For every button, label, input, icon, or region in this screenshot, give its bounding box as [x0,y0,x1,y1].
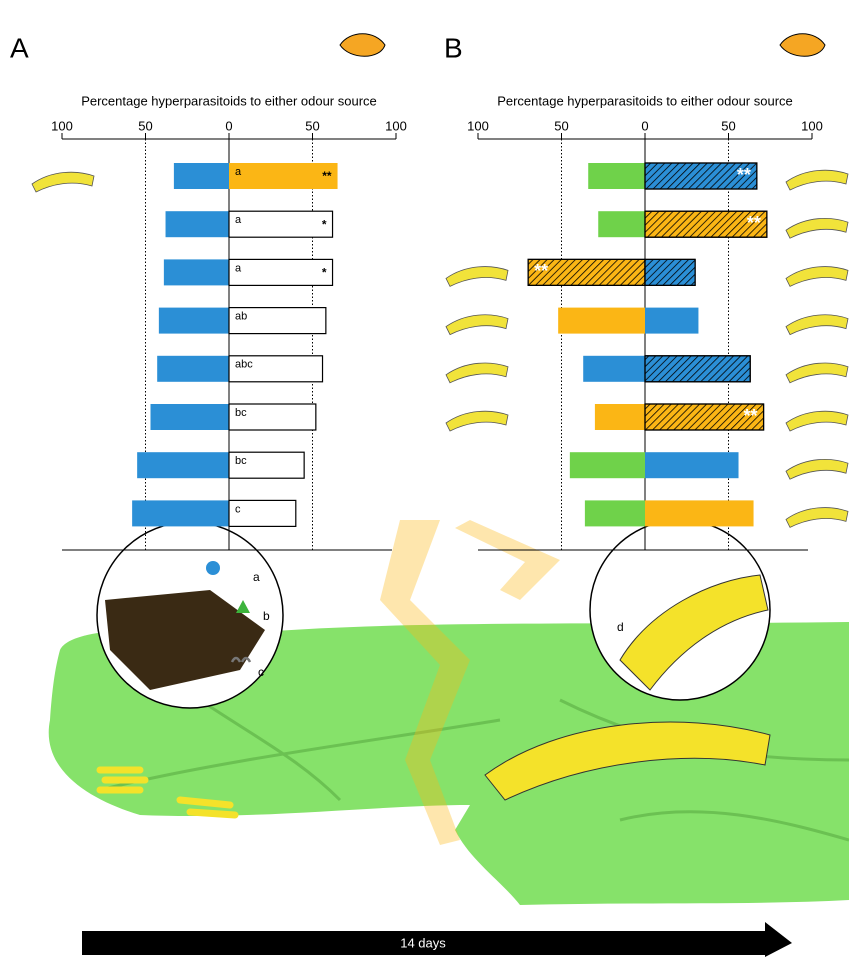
timeline-arrow [82,922,792,957]
bar [598,211,645,238]
label-c: c [258,665,264,679]
bar-hatch [644,403,765,431]
label-d: d [617,620,624,634]
caterpillar-icon [785,459,849,480]
icon-frass [230,656,252,663]
panel-label: B [444,32,463,63]
bar [569,452,645,479]
wasp-icon [339,33,386,57]
wasp-icon [779,33,826,57]
icon-volatile [206,561,220,575]
bar [137,452,229,479]
bar [165,211,229,238]
significance-label: ** [747,213,761,233]
axis-title: Percentage hyperparasitoids to either od… [81,93,377,108]
bar [158,307,229,334]
bar [229,163,338,189]
row-letter: a [235,166,242,178]
bar-hatch [644,258,696,286]
bar-hatch [644,210,768,238]
significance-label: ** [737,165,751,185]
x-tick-label: 50 [305,118,319,133]
x-tick-label: 0 [225,118,232,133]
bar [645,307,699,334]
caterpillar-icon [445,362,509,384]
leaf-vein [99,698,849,842]
caterpillar-icon [785,314,849,336]
cocoons [96,766,239,819]
x-tick-label: 100 [467,118,489,133]
caterpillar-icon [31,171,95,193]
caterpillar-drawing [484,721,771,801]
label-a: a [253,570,260,584]
panel-label: A [10,32,29,63]
bar [583,355,645,382]
row-letter: ab [235,311,247,323]
icon-flask [236,600,250,613]
caterpillar-icon [785,507,849,528]
caterpillar-icon [445,314,509,336]
bar [228,403,317,431]
caterpillar-drawing [619,574,769,691]
row-letter: bc [235,455,247,467]
bar [228,499,297,527]
significance-label: ** [322,169,332,183]
bar [228,451,305,479]
x-tick-label: 100 [385,118,407,133]
axis-title: Percentage hyperparasitoids to either od… [497,93,793,108]
bar-hatch [644,162,758,190]
bar [558,307,645,334]
row-letter: a [235,262,242,274]
x-tick-label: 50 [721,118,735,133]
x-tick-label: 50 [138,118,152,133]
bar [588,163,645,189]
row-letter: c [235,503,241,515]
caterpillar-icon [785,218,849,239]
bar [584,500,645,527]
significance-label: ** [744,406,758,426]
timeline-label: 14 days [400,935,446,950]
bar [645,452,739,479]
bar [163,259,229,286]
bar [228,307,327,335]
significance-label: * [322,266,327,280]
bar [228,355,324,383]
bar-hatch [644,355,751,383]
odour-plume [380,520,560,845]
x-tick-label: 0 [641,118,648,133]
row-letter: abc [235,359,253,371]
caterpillar-icon [445,266,509,287]
row-letter: bc [235,407,247,419]
bar [132,500,229,527]
bar [228,258,334,286]
caterpillar-icon [785,169,849,191]
bar [157,355,229,382]
significance-label: * [322,217,327,231]
significance-label: ** [534,261,548,281]
bar [645,500,754,527]
x-tick-label: 100 [801,118,823,133]
row-letter: a [235,214,242,226]
label-b: b [263,609,270,623]
caterpillar-icon [785,266,849,287]
bar [228,210,334,238]
x-tick-label: 50 [554,118,568,133]
frass-drawing [105,590,265,690]
x-tick-label: 100 [51,118,73,133]
caterpillar-icon [445,410,509,432]
bar [594,404,645,430]
bar [173,163,229,189]
caterpillar-icon [785,410,849,432]
bar [150,404,229,430]
caterpillar-icon [785,362,849,384]
